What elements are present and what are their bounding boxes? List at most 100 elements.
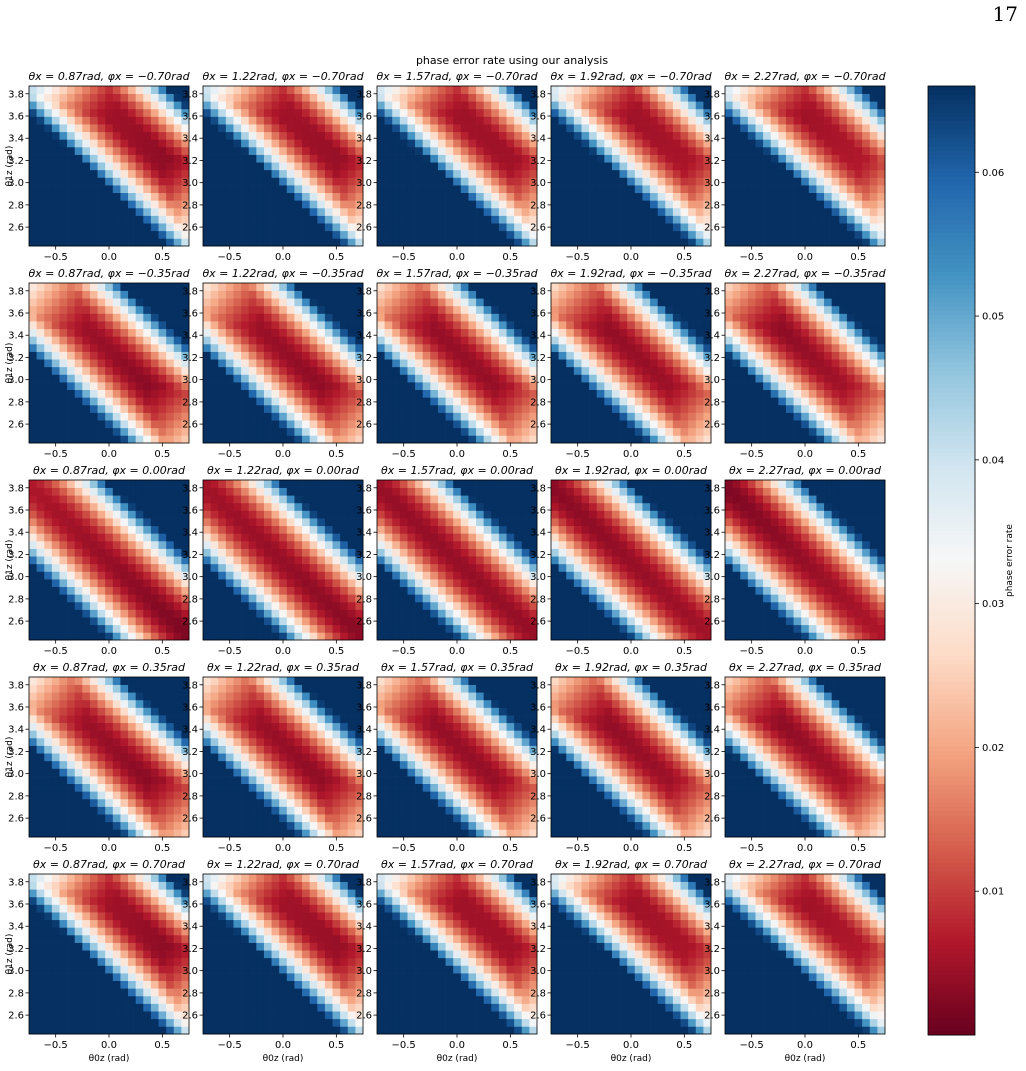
heatmap-cell	[36, 533, 45, 542]
heatmap-cell	[808, 321, 817, 330]
heatmap-cell	[415, 283, 424, 291]
heatmap-cell	[755, 169, 764, 178]
heatmap-cell	[740, 435, 749, 444]
heatmap-cell	[415, 200, 424, 209]
heatmap-cell	[82, 207, 91, 216]
heatmap-cell	[271, 124, 280, 133]
heatmap-cell	[573, 290, 582, 299]
heatmap-cell	[688, 336, 697, 345]
heatmap-cell	[846, 427, 855, 436]
heatmap-cell	[604, 283, 613, 291]
heatmap-cell	[128, 223, 137, 232]
heatmap-cell	[558, 397, 567, 406]
heatmap-cell	[294, 124, 303, 133]
x-tick-label: 0.5	[850, 449, 866, 460]
heatmap-cell	[589, 298, 598, 307]
heatmap-cell	[294, 427, 303, 436]
heatmap-cell	[82, 540, 91, 549]
heatmap-cell	[120, 632, 129, 641]
heatmap-cell	[688, 397, 697, 406]
heatmap-cell	[271, 343, 280, 352]
heatmap-cell	[755, 328, 764, 337]
heatmap-cell	[476, 305, 485, 314]
heatmap-cell	[256, 420, 265, 429]
heatmap-cell	[332, 215, 341, 224]
heatmap-cell	[551, 139, 559, 148]
heatmap-cell	[150, 563, 159, 572]
heatmap-cell	[854, 382, 863, 391]
heatmap-cell	[808, 177, 817, 186]
heatmap-cell	[415, 420, 424, 429]
heatmap-cell	[36, 283, 45, 291]
heatmap-cell	[384, 427, 393, 436]
heatmap-cell	[763, 305, 772, 314]
heatmap-cell	[44, 579, 53, 588]
heatmap-cell	[460, 290, 469, 299]
heatmap-cell	[688, 321, 697, 330]
heatmap-cell	[581, 305, 590, 314]
heatmap-cell	[688, 131, 697, 140]
heatmap-cell	[256, 162, 265, 171]
heatmap-cell	[778, 108, 787, 117]
panel-title: θx = 0.87rad, φx = −0.35rad	[28, 267, 190, 280]
heatmap-cell	[589, 131, 598, 140]
heatmap-cell	[279, 374, 288, 383]
heatmap-cell	[392, 359, 401, 368]
panel-title: θx = 0.87rad, φx = −0.70rad	[28, 70, 190, 83]
heatmap-cell	[695, 169, 704, 178]
heatmap-cell	[558, 139, 567, 148]
heatmap-cell	[611, 93, 620, 102]
heatmap-cell	[74, 374, 83, 383]
heatmap-cell	[453, 321, 462, 330]
heatmap-cell	[317, 321, 326, 330]
heatmap-cell	[286, 404, 295, 413]
heatmap-cell	[514, 162, 523, 171]
heatmap-cell	[483, 397, 492, 406]
heatmap-cell	[355, 389, 364, 398]
heatmap-cell	[248, 146, 257, 155]
heatmap-cell	[581, 177, 590, 186]
heatmap-cell	[688, 124, 697, 133]
heatmap-cell	[665, 207, 674, 216]
heatmap-cell	[627, 86, 636, 94]
heatmap-cell	[604, 359, 613, 368]
x-tick-label: 0.0	[101, 252, 117, 263]
heatmap-cell	[491, 404, 500, 413]
heatmap-cell	[377, 313, 385, 322]
heatmap-cell	[67, 298, 76, 307]
heatmap-cell	[657, 108, 666, 117]
heatmap-cell	[680, 230, 689, 239]
heatmap-cell	[332, 154, 341, 163]
heatmap-cell	[29, 563, 37, 572]
heatmap-cell	[286, 101, 295, 110]
heatmap-cell	[453, 192, 462, 201]
heatmap-cell	[468, 139, 477, 148]
x-tick-label: −0.5	[740, 449, 764, 460]
heatmap-cell	[422, 108, 431, 117]
heatmap-cell	[317, 389, 326, 398]
heatmap-cell	[36, 579, 45, 588]
heatmap-cell	[551, 108, 559, 117]
heatmap-cell	[59, 609, 68, 618]
heatmap-cell	[355, 404, 364, 413]
heatmap-cell	[135, 571, 144, 580]
heatmap-cell	[611, 124, 620, 133]
heatmap-cell	[150, 290, 159, 299]
heatmap-cell	[688, 305, 697, 314]
heatmap-cell	[725, 108, 733, 117]
heatmap-cell	[44, 586, 53, 595]
heatmap-cell	[529, 230, 538, 239]
heatmap-cell	[740, 389, 749, 398]
heatmap-cell	[846, 305, 855, 314]
heatmap-cell	[241, 412, 250, 421]
heatmap-cell	[112, 389, 121, 398]
heatmap-cell	[317, 124, 326, 133]
y-tick-label: 2.6	[704, 223, 720, 234]
heatmap-cell	[128, 563, 137, 572]
heatmap-cell	[657, 154, 666, 163]
heatmap-cell	[74, 139, 83, 148]
heatmap-cell	[566, 185, 575, 194]
heatmap-cell	[778, 101, 787, 110]
heatmap-cell	[740, 412, 749, 421]
heatmap-cell	[150, 533, 159, 542]
